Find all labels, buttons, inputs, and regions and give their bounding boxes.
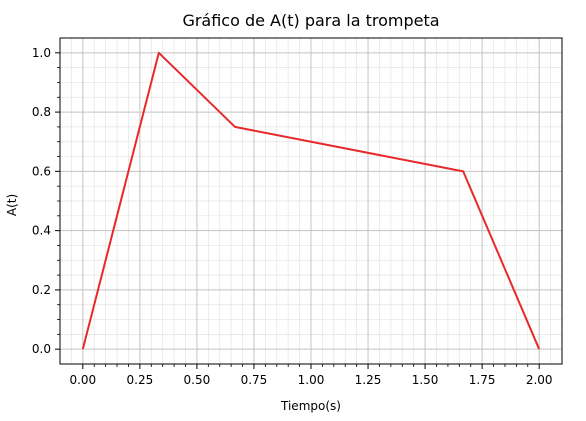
y-axis-label: A(t)	[5, 194, 19, 216]
y-axis: 0.0 0.2 0.4 0.6 0.8 1.0	[32, 46, 60, 356]
y-tick-label: 0.0	[32, 342, 51, 356]
x-tick-label: 1.00	[298, 373, 325, 387]
y-tick-label: 1.0	[32, 46, 51, 60]
x-tick-label: 0.00	[69, 373, 96, 387]
x-axis: 0.00 0.25 0.50 0.75 1.00 1.25 1.50 1.75 2.00	[69, 364, 553, 387]
x-tick-label: 0.25	[127, 373, 154, 387]
series-layer	[81, 51, 541, 350]
series-line	[81, 51, 541, 350]
y-tick-label: 0.6	[32, 164, 51, 178]
x-tick-label: 0.75	[241, 373, 268, 387]
chart-title: Gráfico de A(t) para la trompeta	[182, 11, 439, 30]
x-tick-label: 1.25	[355, 373, 382, 387]
x-tick-label: 2.00	[526, 373, 553, 387]
x-tick-label: 1.50	[412, 373, 439, 387]
x-axis-label: Tiempo(s)	[280, 399, 341, 413]
y-tick-label: 0.4	[32, 224, 51, 238]
major-grid	[60, 38, 562, 364]
x-tick-label: 1.75	[469, 373, 496, 387]
y-tick-label: 0.2	[32, 283, 51, 297]
x-tick-label: 0.50	[184, 373, 211, 387]
y-tick-label: 0.8	[32, 105, 51, 119]
